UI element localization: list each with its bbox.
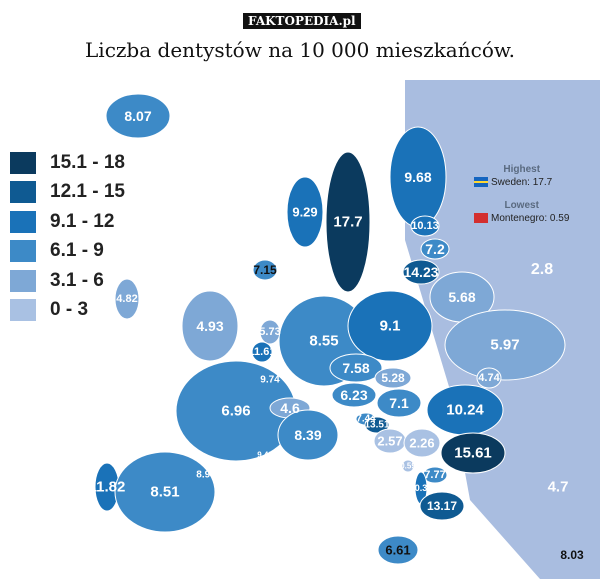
sweden-flag-icon: [474, 177, 488, 188]
country-value-label: 2.57: [377, 433, 403, 449]
country-value-label: 8.51: [150, 483, 180, 501]
country-value-label: 17.54: [325, 453, 347, 463]
country-shape: [347, 290, 433, 362]
country-shape: [252, 259, 278, 281]
country-value-label: 7.77: [424, 469, 446, 481]
country-shape: [364, 416, 390, 434]
highlights-box: Highest Sweden: 17.7 Lowest Montenegro: …: [474, 162, 569, 224]
legend-swatch: [10, 269, 36, 292]
legend: 15.1 - 18 12.1 - 15 9.1 - 12 6.1 - 9 3.1 - 6…: [10, 148, 125, 325]
legend-item: 9.1 - 12: [10, 207, 125, 237]
country-shape: [410, 215, 440, 237]
country-value-label: 17.7: [333, 213, 363, 231]
legend-swatch: [10, 151, 36, 174]
country-shape: [476, 367, 502, 389]
country-value-label: 14.23: [403, 264, 439, 280]
lowest-label: Lowest: [504, 200, 539, 211]
montenegro-flag-icon: [474, 213, 488, 224]
country-value-label: 7.58: [342, 360, 370, 376]
country-value-label: 9.68: [404, 169, 432, 185]
highest-label: Highest: [503, 164, 541, 175]
country-value-label: 11.61: [248, 346, 276, 358]
country-shape: [444, 309, 566, 381]
legend-swatch: [10, 210, 36, 233]
legend-swatch: [10, 181, 36, 204]
country-shape: [377, 535, 419, 565]
country-shape: [286, 176, 324, 248]
country-value-label: 8.39: [294, 427, 322, 443]
country-shape: [331, 382, 377, 408]
country-shape: [440, 432, 506, 474]
country-shape: [114, 278, 140, 320]
country-value-label: 8.55: [309, 332, 339, 350]
country-shape: [251, 341, 273, 363]
highest-value: Sweden: 17.7: [491, 177, 553, 188]
country-value-label: 10.13: [411, 220, 439, 232]
watermark: FAKTOPEDIA.pl: [243, 13, 361, 29]
country-shape: [376, 388, 422, 418]
country-value-label: 8.93: [196, 469, 216, 481]
country-value-label: 7.2: [425, 241, 445, 257]
country-value-label: 0.59: [400, 461, 416, 471]
legend-item: 12.1 - 15: [10, 178, 125, 208]
country-shape: [325, 151, 371, 293]
country-value-label: 9.29: [292, 204, 318, 220]
country-value-label: 8.07: [124, 108, 152, 124]
legend-swatch: [10, 240, 36, 263]
country-shape: [181, 290, 239, 362]
country-value-label: 4.6: [280, 400, 300, 416]
legend-label: 12.1 - 15: [50, 181, 125, 203]
country-value-label: 13.51: [364, 419, 390, 431]
country-value-label: 9.49: [257, 450, 273, 460]
country-shape: [402, 259, 440, 285]
country-value-label: 10.24: [446, 401, 484, 419]
legend-item: 15.1 - 18: [10, 148, 125, 178]
legend-label: 6.1 - 9: [50, 240, 104, 262]
country-value-label: 4.93: [196, 318, 224, 334]
country-value-label: 5.68: [448, 289, 476, 305]
country-value-label: 4.82: [116, 293, 138, 305]
country-shape: [374, 367, 412, 389]
country-value-label: 15.61: [454, 444, 492, 462]
country-shape: [420, 238, 450, 260]
legend-item: 6.1 - 9: [10, 237, 125, 267]
country-value-label: 2.8: [530, 261, 554, 278]
country-value-label: 7.44: [356, 413, 376, 425]
country-value-label: 10.33: [409, 483, 433, 493]
legend-item: 3.1 - 6: [10, 266, 125, 296]
country-shape: [329, 353, 383, 383]
country-value-label: 6.23: [340, 387, 368, 403]
country-shape: [419, 491, 465, 521]
country-value-label: 6.61: [385, 542, 411, 558]
country-value-label: 9.1: [379, 317, 401, 335]
country-value-label: 7.15: [253, 263, 277, 277]
country-value-label: 6.96: [221, 402, 251, 420]
lowest-value: Montenegro: 0.59: [491, 213, 570, 224]
legend-label: 15.1 - 18: [50, 151, 125, 173]
country-value-label: 9.74: [260, 374, 280, 386]
country-shape: [403, 428, 441, 458]
country-value-label: 13.17: [426, 499, 458, 513]
country-value-label: 5.97: [490, 336, 520, 354]
legend-item: 0 - 3: [10, 296, 125, 326]
country-value-label: 4.74: [478, 372, 500, 384]
country-value-label: 5.28: [381, 371, 405, 385]
country-shape: [401, 459, 415, 473]
country-value-label: 2.26: [409, 435, 435, 451]
legend-label: 9.1 - 12: [50, 210, 115, 232]
map-title: Liczba dentystów na 10 000 mieszkańców.: [85, 38, 515, 62]
country-shape: [277, 409, 339, 461]
country-value-label: 8.03: [560, 548, 584, 562]
legend-label: 3.1 - 6: [50, 269, 104, 291]
country-value-label: 4.7: [547, 478, 569, 496]
legend-swatch: [10, 299, 36, 322]
country-value-label: 5.73: [259, 326, 281, 338]
country-value-label: 7.1: [389, 395, 409, 411]
country-shape: [114, 451, 216, 533]
country-shape: [105, 93, 171, 139]
country-value-label: 11.82: [88, 478, 126, 496]
legend-label: 0 - 3: [50, 299, 89, 321]
